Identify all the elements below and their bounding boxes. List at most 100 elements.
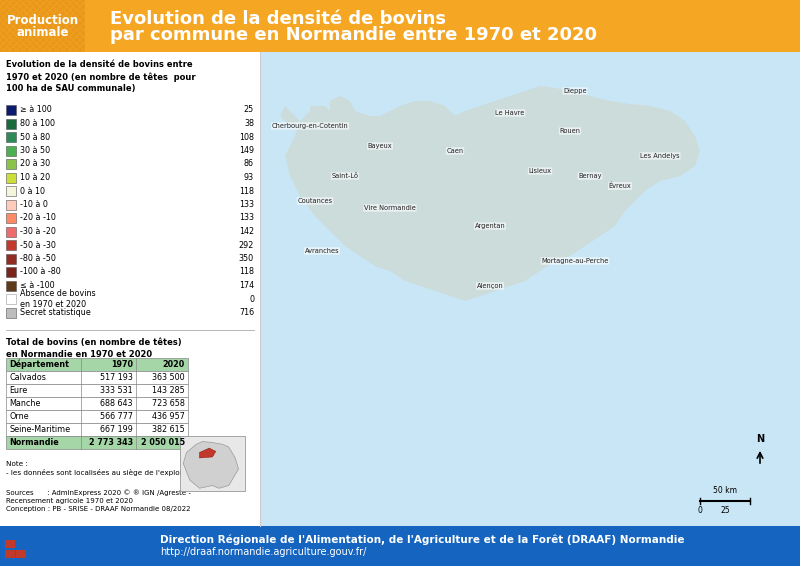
Text: 38: 38: [244, 119, 254, 128]
Text: 292: 292: [238, 241, 254, 250]
Text: Lisieux: Lisieux: [529, 168, 551, 174]
Text: 382 615: 382 615: [152, 425, 185, 434]
Text: Orne: Orne: [9, 412, 29, 421]
Text: Sources      : AdminExpress 2020 © ® IGN /Agreste -
Recensement agricole 1970 et: Sources : AdminExpress 2020 © ® IGN /Agr…: [6, 489, 191, 512]
Bar: [0, 0, 85, 52]
Text: 436 957: 436 957: [152, 412, 185, 421]
Text: 716: 716: [239, 308, 254, 317]
Text: -30 à -20: -30 à -20: [20, 227, 56, 236]
Text: 0: 0: [698, 506, 702, 515]
Text: 118: 118: [239, 187, 254, 195]
Text: Evolution de la densité de bovins: Evolution de la densité de bovins: [110, 10, 446, 28]
Bar: [0, 526, 800, 566]
Text: -20 à -10: -20 à -10: [20, 213, 56, 222]
Text: Normandie: Normandie: [9, 438, 58, 447]
Text: Dieppe: Dieppe: [563, 88, 587, 94]
Text: 118: 118: [239, 268, 254, 277]
Bar: [6, 267, 16, 277]
Text: 350: 350: [239, 254, 254, 263]
Text: 108: 108: [239, 132, 254, 142]
Text: 517 193: 517 193: [100, 373, 133, 382]
Text: Rouen: Rouen: [559, 128, 581, 134]
Text: 363 500: 363 500: [152, 373, 185, 382]
Polygon shape: [199, 448, 216, 458]
Text: 25: 25: [244, 105, 254, 114]
Bar: [6, 186, 16, 196]
Text: Alençon: Alençon: [477, 283, 503, 289]
Bar: [6, 226, 16, 237]
Text: 86: 86: [244, 160, 254, 169]
Text: 0 à 10: 0 à 10: [20, 187, 45, 195]
Bar: [6, 397, 188, 410]
Text: Cherbourg-en-Cotentin: Cherbourg-en-Cotentin: [272, 123, 348, 129]
Text: Avranches: Avranches: [305, 248, 339, 254]
Bar: [6, 213, 16, 223]
Text: 50 à 80: 50 à 80: [20, 132, 50, 142]
Bar: [6, 145, 16, 156]
Text: 80 à 100: 80 à 100: [20, 119, 55, 128]
Text: MINISTÈRE
DE L'AGRICULTURE
ET DE LA SOUVERAINETÉ
ALIMENTAIRE: MINISTÈRE DE L'AGRICULTURE ET DE LA SOUV…: [5, 560, 66, 566]
Bar: [6, 371, 188, 384]
Text: Absence de bovins
en 1970 et 2020: Absence de bovins en 1970 et 2020: [20, 289, 96, 308]
Bar: [6, 132, 16, 142]
Text: -50 à -30: -50 à -30: [20, 241, 56, 250]
Text: Manche: Manche: [9, 399, 40, 408]
Text: 667 199: 667 199: [100, 425, 133, 434]
Text: 723 658: 723 658: [152, 399, 185, 408]
Bar: [6, 254, 16, 264]
Text: 133: 133: [239, 213, 254, 222]
Bar: [6, 384, 188, 397]
Text: Evolution de la densité de bovins entre
1970 et 2020 (en nombre de têtes  pour
1: Evolution de la densité de bovins entre …: [6, 60, 196, 93]
Bar: [6, 159, 16, 169]
Bar: [6, 294, 16, 304]
Text: 688 643: 688 643: [101, 399, 133, 408]
Bar: [260, 52, 800, 526]
Text: Seine-Maritime: Seine-Maritime: [9, 425, 70, 434]
Bar: [6, 307, 16, 318]
Bar: [180, 436, 245, 491]
Text: Coutances: Coutances: [298, 198, 333, 204]
Text: Département: Département: [9, 360, 69, 369]
Text: -10 à 0: -10 à 0: [20, 200, 48, 209]
Text: 566 777: 566 777: [100, 412, 133, 421]
Text: 149: 149: [239, 146, 254, 155]
Text: http://draaf.normandie.agriculture.gouv.fr/: http://draaf.normandie.agriculture.gouv.…: [160, 547, 366, 557]
Text: Eure: Eure: [9, 386, 27, 395]
Bar: [5, 550, 15, 558]
Bar: [5, 540, 15, 548]
Text: ≤ à -100: ≤ à -100: [20, 281, 54, 290]
Text: ≥ à 100: ≥ à 100: [20, 105, 52, 114]
Bar: [16, 540, 26, 548]
Bar: [0, 52, 260, 526]
Text: 174: 174: [239, 281, 254, 290]
Text: N: N: [756, 434, 764, 444]
Text: -80 à -50: -80 à -50: [20, 254, 56, 263]
Bar: [0, 0, 800, 52]
Text: 2 050 015: 2 050 015: [141, 438, 185, 447]
Text: Bernay: Bernay: [578, 173, 602, 179]
Bar: [0, 0, 85, 52]
Polygon shape: [183, 441, 238, 488]
Text: -100 à -80: -100 à -80: [20, 268, 61, 277]
Text: par commune en Normandie entre 1970 et 2020: par commune en Normandie entre 1970 et 2…: [110, 26, 597, 44]
Bar: [6, 410, 188, 423]
Text: 333 531: 333 531: [100, 386, 133, 395]
Text: Secret statistique: Secret statistique: [20, 308, 90, 317]
Text: Bayeux: Bayeux: [368, 143, 392, 149]
Text: 30 à 50: 30 à 50: [20, 146, 50, 155]
Text: 142: 142: [239, 227, 254, 236]
Text: Les Andelys: Les Andelys: [640, 153, 680, 159]
Text: Le Havre: Le Havre: [495, 110, 525, 116]
Polygon shape: [280, 86, 700, 301]
Text: Note :
- les données sont localisées au siège de l'exploitation.: Note : - les données sont localisées au …: [6, 461, 205, 477]
Text: 2020: 2020: [162, 360, 185, 369]
Text: Vire Normandie: Vire Normandie: [364, 205, 416, 211]
Bar: [6, 105, 16, 115]
Text: 143 285: 143 285: [152, 386, 185, 395]
Bar: [6, 281, 16, 290]
Text: 93: 93: [244, 173, 254, 182]
Bar: [6, 199, 16, 209]
Bar: [6, 358, 188, 371]
Text: 1970: 1970: [111, 360, 133, 369]
Text: Saint-Lô: Saint-Lô: [331, 173, 358, 179]
